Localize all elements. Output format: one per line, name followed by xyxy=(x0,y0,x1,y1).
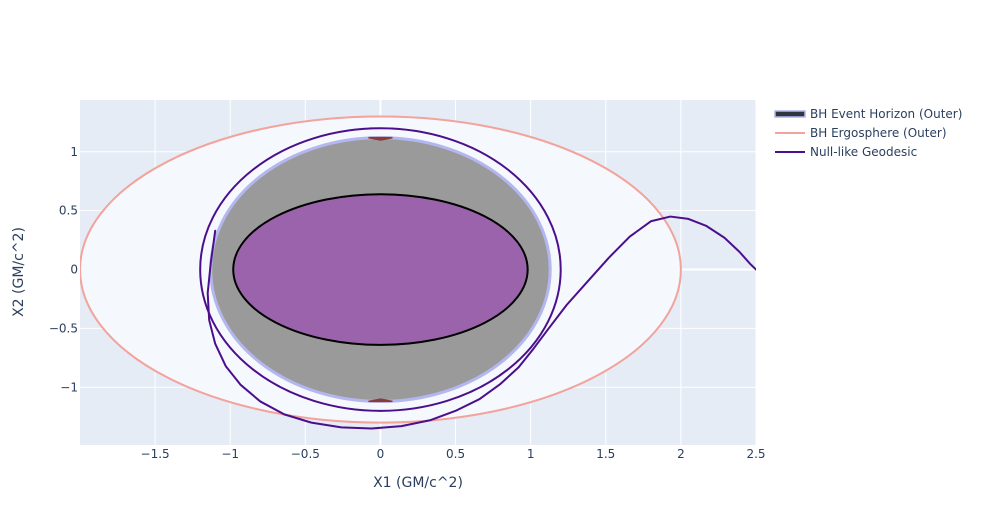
inner-horizon-ellipse xyxy=(232,193,529,346)
legend-swatch xyxy=(774,110,806,118)
x-tick-label: −1 xyxy=(221,447,239,461)
y-tick-label: 1 xyxy=(70,145,78,159)
x-tick-label: −0.5 xyxy=(291,447,320,461)
horizon-pole-mark xyxy=(368,136,393,141)
y-tick-label: 0.5 xyxy=(59,204,78,218)
horizon-pole-mark xyxy=(368,398,393,403)
legend-label: BH Event Horizon (Outer) xyxy=(810,107,962,121)
y-axis-title: X2 (GM/c^2) xyxy=(11,227,27,317)
x-tick-label: 1.5 xyxy=(596,447,615,461)
legend: BH Event Horizon (Outer) BH Ergosphere (O… xyxy=(774,107,962,159)
legend-label: BH Ergosphere (Outer) xyxy=(810,126,947,140)
x-tick-label: 0.5 xyxy=(446,447,465,461)
tick-labels: −1.5 −1 −0.5 0 0.5 1 1.5 2 2.5 −1 −0.5 0 0.5 1 xyxy=(49,145,766,461)
photon-ring-ellipse xyxy=(199,127,562,412)
geodesic-line xyxy=(206,215,756,430)
plot-shapes xyxy=(80,115,756,430)
y-tick-label: −0.5 xyxy=(49,321,78,335)
x-tick-label: 1 xyxy=(527,447,535,461)
x-tick-label: −1.5 xyxy=(141,447,170,461)
y-tick-label: −1 xyxy=(60,380,78,394)
y-tick-label: 0 xyxy=(70,263,78,277)
x-tick-label: 0 xyxy=(377,447,385,461)
x-tick-label: 2.5 xyxy=(746,447,765,461)
legend-label: Null-like Geodesic xyxy=(810,145,917,159)
x-tick-label: 2 xyxy=(677,447,685,461)
x-axis-title: X1 (GM/c^2) xyxy=(373,475,463,491)
